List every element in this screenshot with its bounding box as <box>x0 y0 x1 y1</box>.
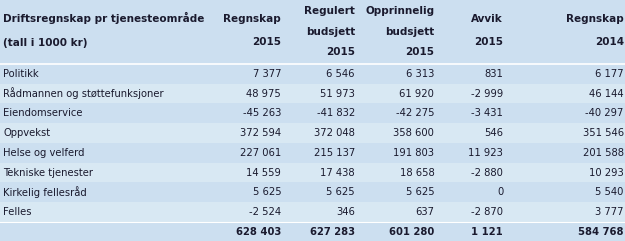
Bar <box>0 143 625 163</box>
Bar <box>0 84 625 103</box>
Text: 227 061: 227 061 <box>240 148 281 158</box>
Text: 601 280: 601 280 <box>389 227 434 237</box>
Text: 48 975: 48 975 <box>246 88 281 99</box>
Text: (tall i 1000 kr): (tall i 1000 kr) <box>3 38 88 48</box>
Text: 6 177: 6 177 <box>595 69 624 79</box>
Text: 61 920: 61 920 <box>399 88 434 99</box>
Text: Eiendomservice: Eiendomservice <box>3 108 82 118</box>
Text: 6 546: 6 546 <box>326 69 355 79</box>
Text: 5 540: 5 540 <box>596 187 624 197</box>
Text: 351 546: 351 546 <box>582 128 624 138</box>
Text: 5 625: 5 625 <box>326 187 355 197</box>
Text: 358 600: 358 600 <box>394 128 434 138</box>
Text: -2 524: -2 524 <box>249 207 281 217</box>
Bar <box>0 163 625 182</box>
Bar <box>0 222 625 241</box>
Text: 831: 831 <box>484 69 503 79</box>
Text: 546: 546 <box>484 128 503 138</box>
Text: 191 803: 191 803 <box>393 148 434 158</box>
Text: 372 594: 372 594 <box>240 128 281 138</box>
Text: -45 263: -45 263 <box>243 108 281 118</box>
Text: 346: 346 <box>336 207 355 217</box>
Text: 51 973: 51 973 <box>320 88 355 99</box>
Bar <box>0 182 625 202</box>
Text: 18 658: 18 658 <box>399 167 434 178</box>
Text: 46 144: 46 144 <box>589 88 624 99</box>
Text: 5 625: 5 625 <box>406 187 434 197</box>
Text: 2014: 2014 <box>594 37 624 47</box>
Bar <box>0 0 625 64</box>
Text: 215 137: 215 137 <box>314 148 355 158</box>
Text: 17 438: 17 438 <box>321 167 355 178</box>
Text: budsjett: budsjett <box>306 27 355 37</box>
Text: -2 999: -2 999 <box>471 88 503 99</box>
Text: 2015: 2015 <box>326 47 355 57</box>
Text: 201 588: 201 588 <box>582 148 624 158</box>
Text: Regnskap: Regnskap <box>566 14 624 24</box>
Text: 1 121: 1 121 <box>471 227 503 237</box>
Text: 637: 637 <box>416 207 434 217</box>
Text: 14 559: 14 559 <box>246 167 281 178</box>
Text: Tekniske tjenester: Tekniske tjenester <box>3 167 93 178</box>
Text: Driftsregnskap pr tjenesteområde: Driftsregnskap pr tjenesteområde <box>3 12 204 24</box>
Text: 2015: 2015 <box>253 37 281 47</box>
Text: -2 880: -2 880 <box>471 167 503 178</box>
Text: 628 403: 628 403 <box>236 227 281 237</box>
Bar <box>0 64 625 84</box>
Bar <box>0 202 625 222</box>
Text: 10 293: 10 293 <box>589 167 624 178</box>
Text: -42 275: -42 275 <box>396 108 434 118</box>
Text: Oppvekst: Oppvekst <box>3 128 50 138</box>
Bar <box>0 123 625 143</box>
Text: Opprinnelig: Opprinnelig <box>365 7 434 16</box>
Text: Regulert: Regulert <box>304 7 355 16</box>
Text: budsjett: budsjett <box>385 27 434 37</box>
Text: 3 777: 3 777 <box>595 207 624 217</box>
Text: 584 768: 584 768 <box>578 227 624 237</box>
Text: -2 870: -2 870 <box>471 207 503 217</box>
Text: -3 431: -3 431 <box>471 108 503 118</box>
Text: Rådmannen og støttefunksjoner: Rådmannen og støttefunksjoner <box>3 87 164 100</box>
Text: 5 625: 5 625 <box>253 187 281 197</box>
Text: Regnskap: Regnskap <box>224 14 281 24</box>
Text: Politikk: Politikk <box>3 69 39 79</box>
Text: 7 377: 7 377 <box>253 69 281 79</box>
Text: -40 297: -40 297 <box>586 108 624 118</box>
Text: 2015: 2015 <box>406 47 434 57</box>
Text: 0: 0 <box>497 187 503 197</box>
Text: 11 923: 11 923 <box>468 148 503 158</box>
Text: Felles: Felles <box>3 207 32 217</box>
Text: 627 283: 627 283 <box>310 227 355 237</box>
Text: Kirkelig fellesråd: Kirkelig fellesråd <box>3 186 87 198</box>
Text: 372 048: 372 048 <box>314 128 355 138</box>
Text: Helse og velferd: Helse og velferd <box>3 148 84 158</box>
Text: 2015: 2015 <box>474 37 503 47</box>
Bar <box>0 103 625 123</box>
Text: 6 313: 6 313 <box>406 69 434 79</box>
Text: -41 832: -41 832 <box>317 108 355 118</box>
Text: Avvik: Avvik <box>471 14 503 24</box>
